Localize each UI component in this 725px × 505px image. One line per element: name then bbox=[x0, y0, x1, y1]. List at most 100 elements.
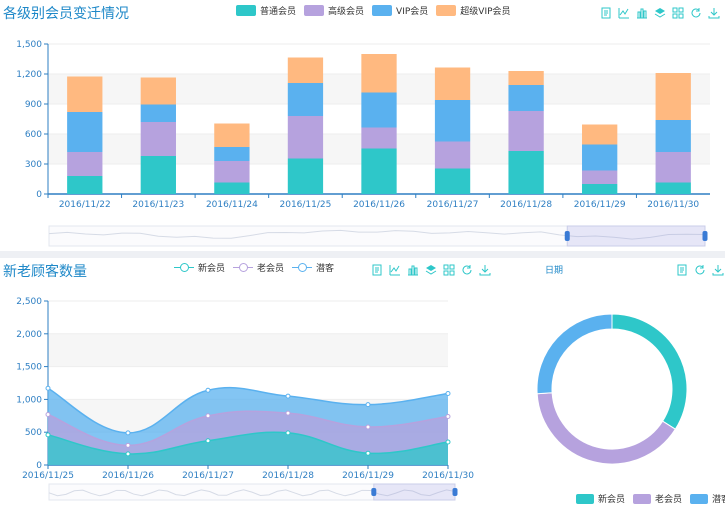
data-point[interactable] bbox=[365, 402, 371, 408]
data-view-icon[interactable] bbox=[675, 262, 691, 278]
customer-share-title: 日期 bbox=[545, 266, 564, 276]
bar-segment[interactable] bbox=[434, 67, 471, 101]
bar-segment[interactable] bbox=[582, 124, 618, 145]
bar-segment[interactable] bbox=[214, 123, 250, 148]
bar-segment[interactable] bbox=[140, 156, 176, 194]
datazoom-handle[interactable] bbox=[452, 488, 458, 496]
bar-segment[interactable] bbox=[508, 85, 544, 111]
bar-segment[interactable] bbox=[214, 161, 250, 183]
stack-icon[interactable] bbox=[424, 262, 440, 278]
bar-segment[interactable] bbox=[67, 176, 103, 194]
member-change-panel: 各级别会员变迁情况 普通会员 高级会员 VIP会员 超级VIP会员 0 300 60… bbox=[0, 0, 725, 250]
datazoom-handle[interactable] bbox=[371, 488, 377, 496]
legend-item-regular[interactable]: 普通会员 bbox=[236, 4, 296, 17]
data-point[interactable] bbox=[445, 390, 451, 396]
bar-segment[interactable] bbox=[214, 182, 250, 195]
bar-segment[interactable] bbox=[67, 112, 103, 152]
save-image-icon[interactable] bbox=[707, 5, 723, 21]
data-point[interactable] bbox=[285, 410, 291, 416]
data-point[interactable] bbox=[285, 430, 291, 436]
bar-segment[interactable] bbox=[434, 100, 471, 142]
bar-segment[interactable] bbox=[361, 54, 397, 93]
legend-item-senior[interactable]: 高级会员 bbox=[304, 4, 364, 17]
bar-segment[interactable] bbox=[287, 57, 324, 84]
x-tick-label: 2016/11/24 bbox=[206, 200, 258, 210]
bar-segment[interactable] bbox=[655, 120, 691, 152]
bar-segment[interactable] bbox=[434, 168, 471, 195]
bar-segment[interactable] bbox=[655, 152, 691, 183]
data-point[interactable] bbox=[125, 442, 131, 448]
stack-icon[interactable] bbox=[653, 5, 669, 21]
bar-segment[interactable] bbox=[655, 182, 691, 195]
bar-segment[interactable] bbox=[508, 111, 544, 151]
bar-segment[interactable] bbox=[582, 144, 618, 171]
bar-segment[interactable] bbox=[287, 83, 324, 116]
data-point[interactable] bbox=[445, 439, 451, 445]
bar-segment[interactable] bbox=[140, 122, 176, 156]
x-tick-label: 2016/11/25 bbox=[22, 471, 74, 481]
bar-segment[interactable] bbox=[361, 92, 397, 128]
legend-item-super-vip[interactable]: 超级VIP会员 bbox=[436, 4, 511, 17]
bar-segment[interactable] bbox=[508, 151, 544, 194]
data-point[interactable] bbox=[205, 438, 211, 444]
legend-item-new[interactable]: 新会员 bbox=[576, 492, 625, 505]
datazoom-window[interactable] bbox=[373, 483, 456, 501]
datazoom-handle[interactable] bbox=[702, 231, 708, 241]
customer-share-toolbox bbox=[673, 262, 725, 278]
data-point[interactable] bbox=[365, 424, 371, 430]
bar-segment[interactable] bbox=[67, 76, 103, 113]
pie-slice[interactable] bbox=[536, 392, 677, 465]
grid-band bbox=[48, 333, 448, 367]
bar-segment[interactable] bbox=[655, 73, 691, 120]
bar-chart-icon[interactable] bbox=[406, 262, 422, 278]
x-tick-label: 2016/11/30 bbox=[422, 471, 474, 481]
data-view-icon[interactable] bbox=[599, 5, 615, 21]
data-point[interactable] bbox=[445, 413, 451, 419]
bar-segment[interactable] bbox=[67, 152, 103, 176]
data-point[interactable] bbox=[125, 451, 131, 457]
bar-segment[interactable] bbox=[582, 184, 618, 194]
data-point[interactable] bbox=[365, 450, 371, 456]
bar-segment[interactable] bbox=[361, 127, 397, 149]
legend-item-old[interactable]: 老会员 bbox=[233, 261, 284, 274]
data-point[interactable] bbox=[205, 387, 211, 393]
restore-icon[interactable] bbox=[689, 5, 705, 21]
tiled-icon[interactable] bbox=[671, 5, 687, 21]
data-point[interactable] bbox=[45, 411, 51, 417]
datazoom-handle[interactable] bbox=[564, 231, 570, 241]
save-image-icon[interactable] bbox=[711, 262, 725, 278]
data-point[interactable] bbox=[285, 393, 291, 399]
bar-segment[interactable] bbox=[434, 141, 471, 169]
bar-segment[interactable] bbox=[214, 147, 250, 161]
data-point[interactable] bbox=[125, 430, 131, 436]
legend-item-old[interactable]: 老会员 bbox=[633, 492, 682, 505]
bar-segment[interactable] bbox=[140, 77, 176, 105]
bar-chart-icon[interactable] bbox=[635, 5, 651, 21]
bar-segment[interactable] bbox=[287, 116, 324, 159]
save-image-icon[interactable] bbox=[478, 262, 494, 278]
data-view-icon[interactable] bbox=[370, 262, 386, 278]
legend-item-prospect[interactable]: 潜客 bbox=[292, 261, 334, 274]
legend-item-new[interactable]: 新会员 bbox=[174, 261, 225, 274]
bar-segment[interactable] bbox=[508, 71, 544, 85]
datazoom-window[interactable] bbox=[566, 225, 706, 247]
bar-segment[interactable] bbox=[287, 158, 324, 195]
tiled-icon[interactable] bbox=[442, 262, 458, 278]
legend-item-prospect[interactable]: 潜客 bbox=[690, 492, 725, 505]
pie-slice[interactable] bbox=[611, 313, 688, 430]
restore-icon[interactable] bbox=[693, 262, 709, 278]
line-chart-icon[interactable] bbox=[617, 5, 633, 21]
legend-item-vip[interactable]: VIP会员 bbox=[372, 4, 428, 17]
bar-segment[interactable] bbox=[582, 170, 618, 185]
legend-label: 潜客 bbox=[712, 495, 725, 505]
x-tick-label: 2016/11/30 bbox=[647, 200, 699, 210]
restore-icon[interactable] bbox=[460, 262, 476, 278]
bar-segment[interactable] bbox=[140, 104, 176, 123]
data-point[interactable] bbox=[45, 432, 51, 438]
data-point[interactable] bbox=[205, 413, 211, 419]
data-point[interactable] bbox=[45, 385, 51, 391]
legend-label: 老会员 bbox=[257, 264, 285, 274]
bar-segment[interactable] bbox=[361, 148, 397, 195]
line-chart-icon[interactable] bbox=[388, 262, 404, 278]
pie-slice[interactable] bbox=[536, 313, 613, 395]
